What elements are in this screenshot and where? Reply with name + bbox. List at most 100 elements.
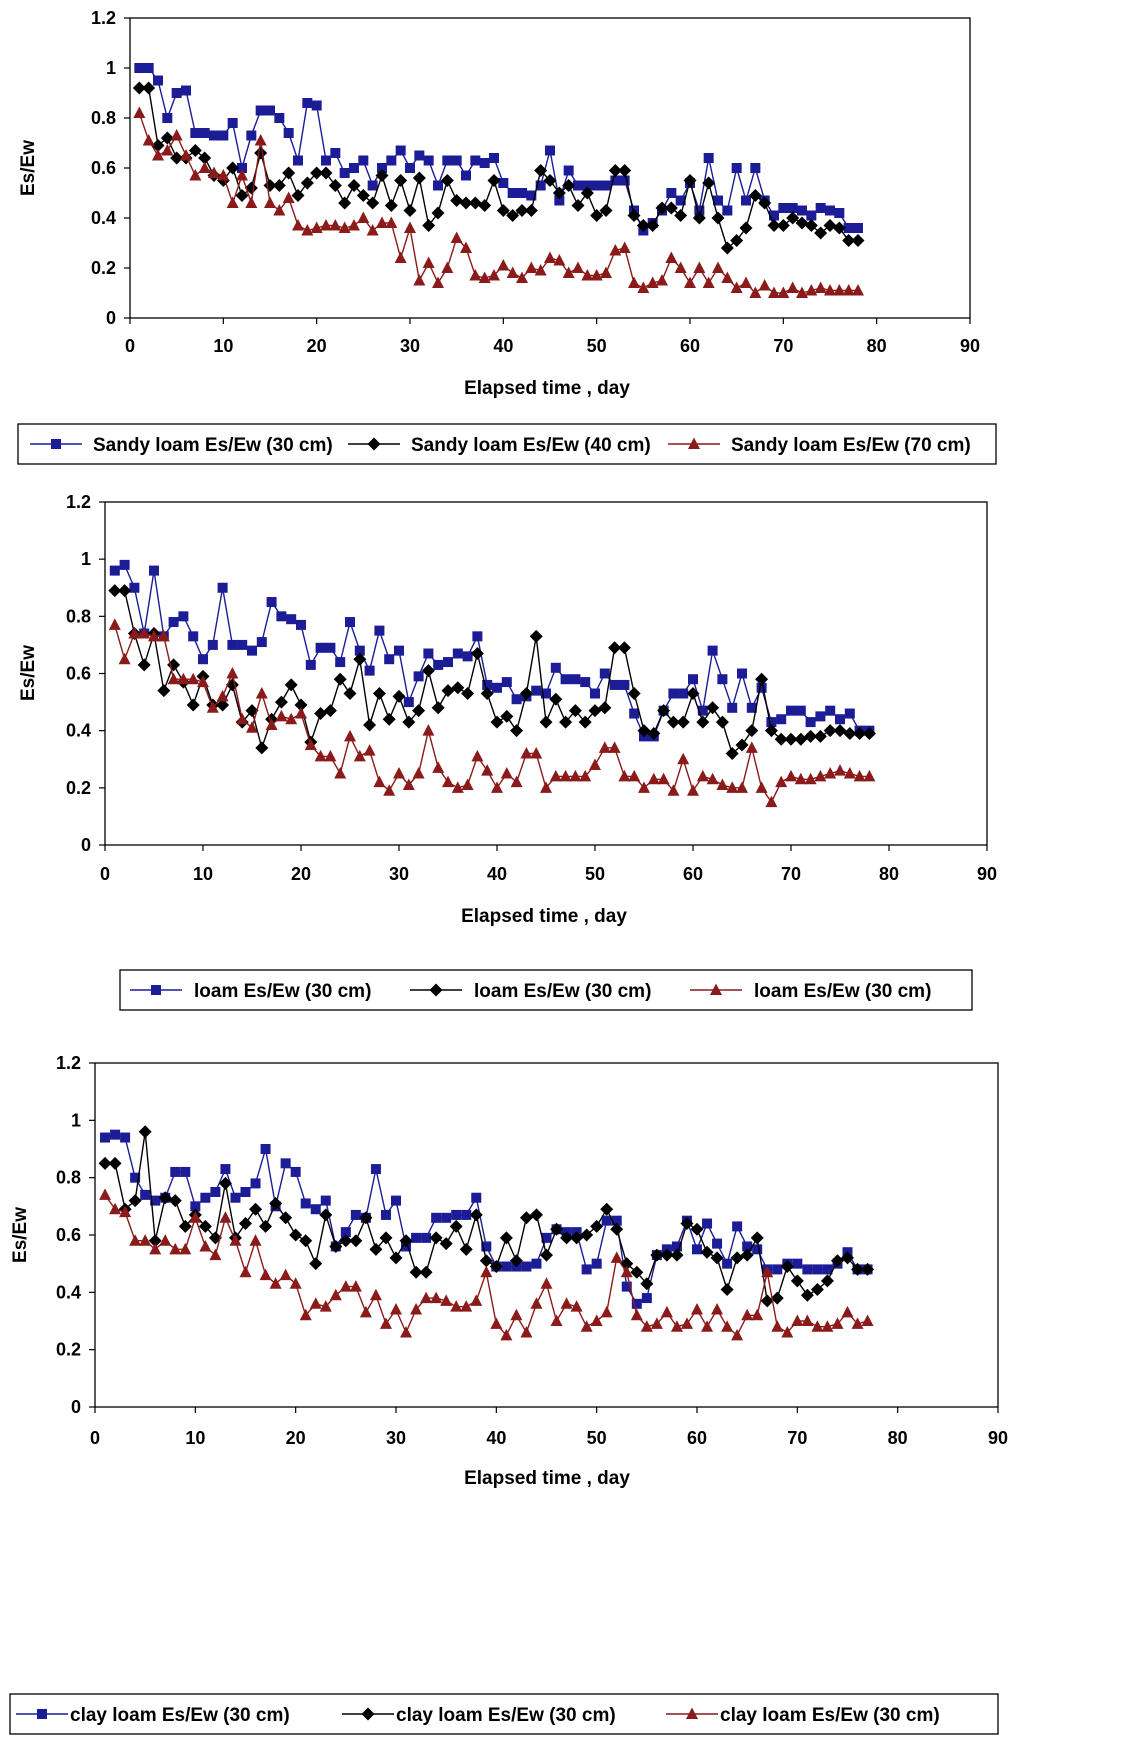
data-point (207, 639, 218, 650)
data-point (715, 715, 729, 729)
data-point (764, 724, 778, 738)
data-point (524, 204, 538, 217)
data-point (853, 223, 863, 233)
y-tick-label: 0.2 (56, 1340, 81, 1360)
data-point (529, 629, 543, 643)
y-axis-title: Es/Ew (18, 645, 39, 701)
data-point (309, 1297, 322, 1309)
data-point (674, 261, 687, 273)
data-point (227, 639, 238, 650)
data-point (769, 210, 779, 221)
data-point (480, 687, 494, 701)
data-point (589, 758, 601, 770)
data-point (745, 724, 759, 738)
data-point (628, 769, 641, 782)
data-point (570, 674, 581, 685)
legend: Sandy loam Es/Ew (30 cm) Sandy loam Es/Ew… (17, 423, 997, 465)
data-point (758, 196, 772, 210)
data-point (767, 219, 781, 232)
data-point (804, 729, 818, 743)
data-point (329, 219, 342, 231)
data-point (655, 201, 669, 215)
data-point (559, 769, 572, 782)
data-point (430, 1291, 443, 1304)
data-point (188, 631, 199, 642)
data-point (400, 1325, 413, 1338)
data-point (358, 155, 369, 166)
data-point (843, 223, 854, 233)
data-point (357, 211, 370, 223)
data-point (171, 88, 182, 98)
data-point (431, 1212, 442, 1223)
data-point (470, 155, 481, 166)
data-point (443, 657, 453, 668)
data-point (600, 1305, 613, 1318)
data-point (722, 205, 733, 216)
data-point (720, 1282, 734, 1296)
y-axis-title: Es/Ew (18, 140, 39, 196)
data-point (539, 715, 553, 729)
legend-label: clay loam Es/Ew (30 cm) (720, 1705, 940, 1726)
data-point (119, 1205, 132, 1218)
data-point (822, 1264, 833, 1275)
data-point (786, 705, 796, 716)
data-point (349, 163, 359, 173)
chart-3: 0 0.2 0.4 0.6 0.8 1 1.2 0 10 20 30 40 50 60 70 80 90 Elap… (9, 1053, 1008, 1735)
data-point (711, 1303, 724, 1315)
data-point (712, 261, 724, 273)
data-point (217, 169, 230, 181)
data-point (459, 196, 473, 210)
x-axis-title: Elapsed time , day (464, 1468, 630, 1489)
x-tick-label: 60 (683, 864, 703, 884)
data-point (657, 704, 671, 718)
x-tick-label: 40 (493, 336, 513, 356)
x-axis-title: Elapsed time , day (461, 906, 627, 927)
data-point (610, 1222, 624, 1236)
data-point (749, 286, 762, 298)
data-point (269, 1196, 283, 1210)
data-point (210, 1187, 221, 1197)
data-point (693, 261, 706, 273)
data-point (142, 81, 156, 95)
data-point (841, 1251, 854, 1265)
data-point (496, 204, 510, 217)
data-point (469, 269, 482, 281)
data-point (736, 781, 748, 793)
data-point (157, 629, 170, 642)
data-point (794, 732, 808, 746)
data-point (489, 1260, 503, 1274)
data-point (391, 1195, 401, 1206)
data-point (756, 682, 767, 693)
data-point (319, 166, 333, 180)
data-point (671, 1241, 682, 1252)
data-point (441, 1212, 452, 1223)
data-point (741, 195, 751, 206)
data-point (481, 764, 494, 776)
data-point (128, 626, 141, 639)
data-point (274, 695, 288, 709)
data-point (292, 219, 304, 231)
data-point (844, 708, 855, 719)
data-point (750, 1231, 764, 1245)
data-point (293, 155, 303, 166)
data-point (820, 1274, 834, 1288)
data-point (266, 597, 277, 608)
data-point (787, 203, 798, 213)
data-point (273, 204, 286, 216)
data-point (478, 271, 491, 283)
data-point (338, 221, 351, 233)
data-point (774, 732, 788, 746)
data-point (805, 717, 816, 728)
data-point (469, 1208, 483, 1222)
data-point (364, 665, 375, 676)
y-tick-label: 0.2 (66, 778, 91, 798)
data-point (382, 712, 396, 726)
y-tick-label: 0.8 (91, 108, 116, 128)
data-point (200, 1192, 211, 1203)
data-point (740, 276, 752, 288)
data-point (570, 1231, 584, 1245)
data-point (657, 772, 670, 785)
legend-marker (367, 437, 381, 451)
data-point (170, 129, 183, 141)
data-point (218, 130, 229, 141)
